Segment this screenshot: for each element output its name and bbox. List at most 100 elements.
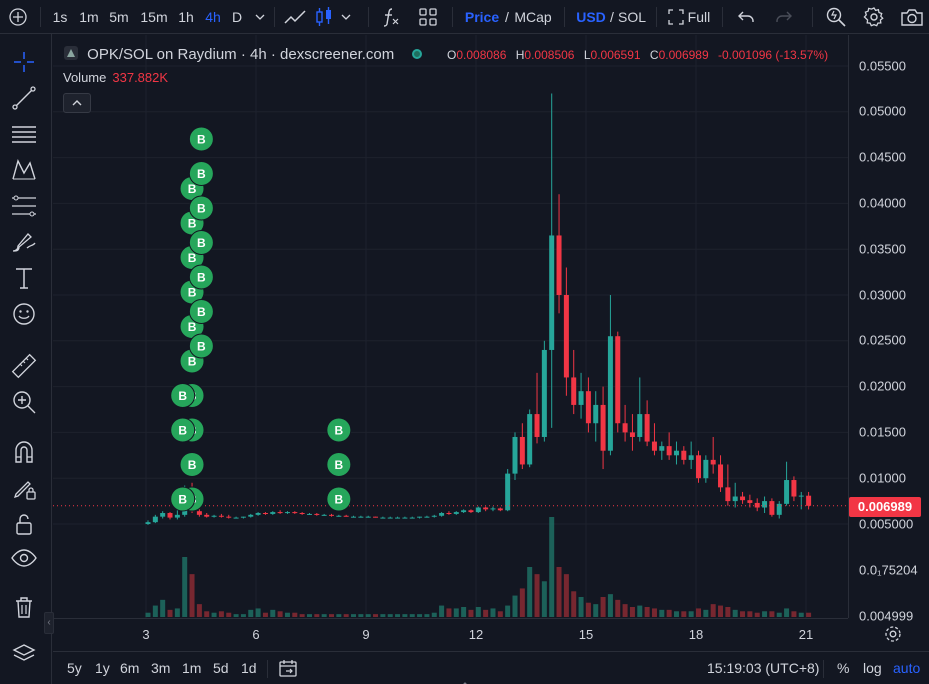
interval-1m[interactable]: 1m [79,9,99,25]
candle-body [409,517,415,519]
percent-scale-toggle[interactable]: % [837,660,850,676]
candle-body [365,516,371,518]
fib-retracement-icon[interactable] [8,190,40,222]
interval-1h[interactable]: 1h [178,9,194,25]
divider [722,7,723,27]
time-tick: 15 [578,627,594,642]
fullscreen-button[interactable]: Full [664,0,714,34]
volume-bar [336,614,342,617]
crosshair-icon[interactable] [8,46,40,78]
magnet-icon[interactable] [8,436,40,468]
price-chart[interactable]: BBBBBBBBBBBBBBBBBBBBBBB [53,35,848,618]
layouts-grid-icon[interactable] [417,0,439,34]
candle-body [351,516,357,518]
buy-marker-label: B [335,493,344,507]
candle-body [512,436,518,474]
candle-body [483,507,489,510]
volume-bar [365,614,371,617]
interval-5m[interactable]: 5m [109,9,129,25]
volume-bar [189,574,195,617]
buy-marker-circle [179,452,205,477]
volume-bar [784,608,790,617]
price-tick: 0.02500 [859,332,906,348]
range-1y[interactable]: 1y [95,660,110,676]
candle-body [703,459,709,479]
lock-icon[interactable] [8,508,40,540]
price-toggle[interactable]: Price [464,9,500,25]
layers-icon[interactable] [8,638,40,670]
time-tick: 6 [252,627,260,642]
interval-15m[interactable]: 15m [140,9,168,25]
text-tool-icon[interactable] [8,262,40,294]
candle-body [673,450,679,456]
emoji-icon[interactable] [8,298,40,330]
buy-marker-label: B [197,340,206,354]
settings-gear-icon[interactable] [862,0,886,34]
clock-time[interactable]: 15:19:03 (UTC+8) [707,660,820,676]
buy-marker-label: B [188,251,197,265]
buy-marker-label: B [188,217,197,231]
ruler-icon[interactable] [8,350,40,382]
usd-toggle[interactable]: USD [576,9,606,25]
candle-body [431,515,437,517]
zoom-in-icon[interactable] [8,386,40,418]
add-indicator-icon[interactable] [6,0,30,34]
volume-bar [321,614,327,617]
candle-body [791,480,797,497]
scroll-indicator-arrow-icon[interactable] [459,676,471,684]
candle-body [321,514,327,516]
log-scale-toggle[interactable]: log [863,660,882,676]
interval-1s[interactable]: 1s [52,9,68,25]
line-chart-icon[interactable] [282,0,308,34]
close-key: C [649,48,659,62]
divider [274,7,275,27]
legend-collapse-button[interactable] [63,93,91,113]
divider [368,7,369,27]
candle-body [248,514,254,517]
candle-body [343,515,349,517]
auto-scale-toggle[interactable]: auto [893,660,921,676]
candle-body [461,510,467,513]
volume-bar [358,614,364,617]
ohlc-values: O0.008086 H0.008506 L0.006591 C0.006989 … [447,44,834,66]
price-tick: 0.02000 [859,378,906,394]
axis-settings-gear-icon[interactable] [883,624,903,644]
indicators-fx-icon[interactable] [380,0,402,34]
mcap-toggle[interactable]: MCap [514,9,552,25]
range-1m[interactable]: 1m [182,660,202,676]
volume-bar [461,607,467,617]
goto-date-calendar-icon[interactable] [278,652,302,684]
undo-icon[interactable] [734,0,758,34]
candle-body [270,512,276,514]
candle-body [762,501,768,508]
horizontal-lines-icon[interactable] [8,118,40,150]
pattern-icon[interactable] [8,154,40,186]
quick-search-icon[interactable] [824,0,848,34]
camera-icon[interactable] [899,0,925,34]
volume-bar [718,605,724,617]
range-1d[interactable]: 1d [241,660,257,676]
drawing-toolbar [0,34,52,684]
candles-icon[interactable] [312,0,336,34]
trash-icon[interactable] [8,591,40,623]
candle-body [204,514,210,517]
range-3m[interactable]: 3m [151,660,171,676]
interval-4h[interactable]: 4h [205,9,221,25]
price-axis[interactable]: 0.05500 0.05000 0.04500 0.04000 0.03500 … [848,35,929,624]
lock-drawing-icon[interactable] [8,472,40,504]
candle-body [718,464,724,488]
chevron-down-icon[interactable] [338,0,354,34]
redo-icon[interactable] [772,0,796,34]
volume-bar [549,517,555,617]
range-5d[interactable]: 5d [213,660,229,676]
range-6m[interactable]: 6m [120,660,140,676]
eye-icon[interactable] [8,542,40,574]
sol-toggle[interactable]: SOL [618,9,647,25]
sidebar-collapse-button[interactable]: ‹ [44,612,54,634]
interval-d[interactable]: D [231,9,243,25]
brush-icon[interactable] [8,226,40,258]
trend-line-icon[interactable] [8,82,40,114]
range-5y[interactable]: 5y [67,660,82,676]
time-axis[interactable]: 3 6 9 12 15 18 21 [53,618,848,650]
chevron-down-icon[interactable] [252,0,268,34]
